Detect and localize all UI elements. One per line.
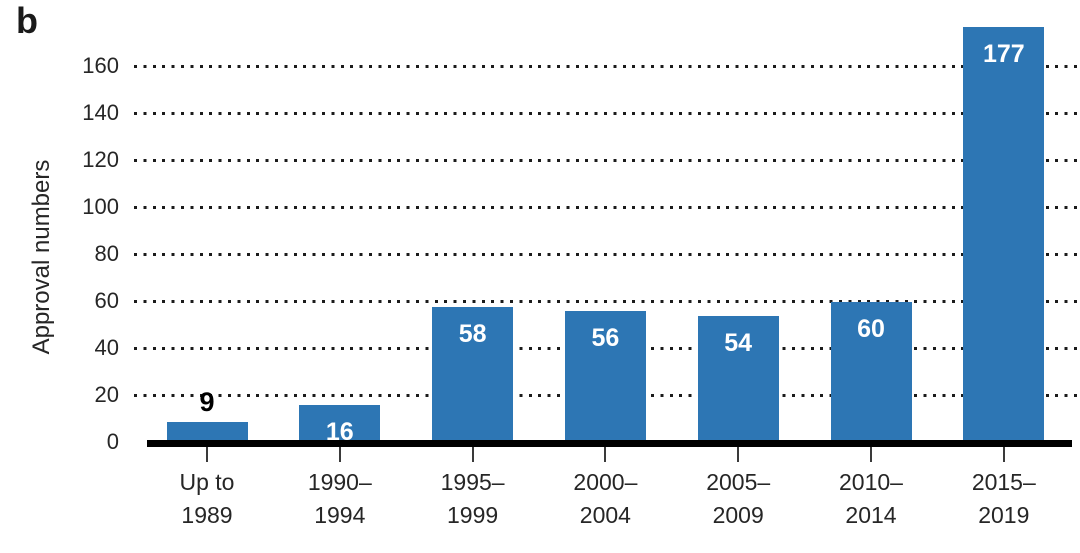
bar-value-label: 9 xyxy=(199,386,215,417)
bar-1995-1999 xyxy=(432,306,514,443)
x-tick-label-line1: 2000– xyxy=(573,469,638,495)
x-tick-label: 2005– 2009 xyxy=(668,466,808,532)
y-tick-label-80: 80 xyxy=(94,241,119,266)
bar-2000-2004 xyxy=(564,311,646,443)
x-tick-label: Up to 1989 xyxy=(137,466,277,532)
x-tick-mark xyxy=(206,447,208,462)
bar-value-label: 56 xyxy=(591,324,620,353)
y-tick-label-120: 120 xyxy=(82,147,119,172)
gridline-160 xyxy=(134,65,1077,68)
x-axis-line xyxy=(147,440,1072,447)
bar-value-label: 16 xyxy=(325,418,354,447)
bar-2010-2014 xyxy=(830,302,912,443)
y-tick-label-0: 0 xyxy=(106,429,119,454)
y-tick-label-60: 60 xyxy=(94,288,119,313)
x-tick-label: 2000– 2004 xyxy=(535,466,675,532)
x-tick-label-line1: 1995– xyxy=(440,469,505,495)
bar-value-label: 54 xyxy=(724,329,753,358)
gridline-120 xyxy=(134,159,1077,162)
x-tick-label-line2: 1989 xyxy=(181,502,233,528)
x-tick-label-line2: 2014 xyxy=(845,502,897,528)
y-tick-label-160: 160 xyxy=(82,53,119,78)
x-tick-label-line2: 2019 xyxy=(978,502,1030,528)
x-tick-label: 1995– 1999 xyxy=(403,466,543,532)
bar-2005-2009 xyxy=(697,316,779,443)
gridline-140 xyxy=(134,112,1077,115)
x-tick-label-line1: Up to xyxy=(179,469,235,495)
bar-value-label: 60 xyxy=(857,315,885,343)
y-tick-label-100: 100 xyxy=(82,194,119,219)
x-tick-mark xyxy=(737,447,740,462)
x-tick-label-line1: 2010– xyxy=(839,469,903,495)
x-tick-label-line1: 2015– xyxy=(971,469,1036,495)
y-tick-label-20: 20 xyxy=(94,382,119,407)
x-tick-label-line2: 1999 xyxy=(447,502,499,528)
y-tick-label-40: 40 xyxy=(94,335,119,360)
x-tick-label-line1: 2005– xyxy=(706,469,771,495)
bar-value-label: 177 xyxy=(982,40,1025,69)
x-tick-label-line2: 2009 xyxy=(712,502,764,528)
x-tick-mark xyxy=(604,447,607,462)
gridline-100 xyxy=(134,206,1077,209)
bar-1990-1994 xyxy=(299,405,381,443)
x-tick-label-line2: 1994 xyxy=(314,502,366,528)
x-tick-label-line2: 2004 xyxy=(579,502,631,528)
bar-2015-2019 xyxy=(963,27,1045,443)
x-tick-label: 1990– 1994 xyxy=(270,466,410,532)
bar-Upto-1989 xyxy=(166,421,248,443)
panel-label: b xyxy=(16,0,38,41)
x-tick-mark xyxy=(1002,447,1005,462)
gridline-60 xyxy=(134,300,1077,303)
x-tick-label: 2010– 2014 xyxy=(801,466,941,532)
x-tick-mark xyxy=(870,447,872,462)
gridline-80 xyxy=(134,253,1077,256)
x-tick-mark xyxy=(338,447,341,462)
x-tick-label-line1: 1990– xyxy=(307,469,372,495)
x-tick-label: 2015– 2019 xyxy=(934,466,1074,532)
x-tick-mark xyxy=(471,447,474,462)
y-tick-label-140: 140 xyxy=(82,100,119,125)
bar-value-label: 58 xyxy=(458,319,487,348)
